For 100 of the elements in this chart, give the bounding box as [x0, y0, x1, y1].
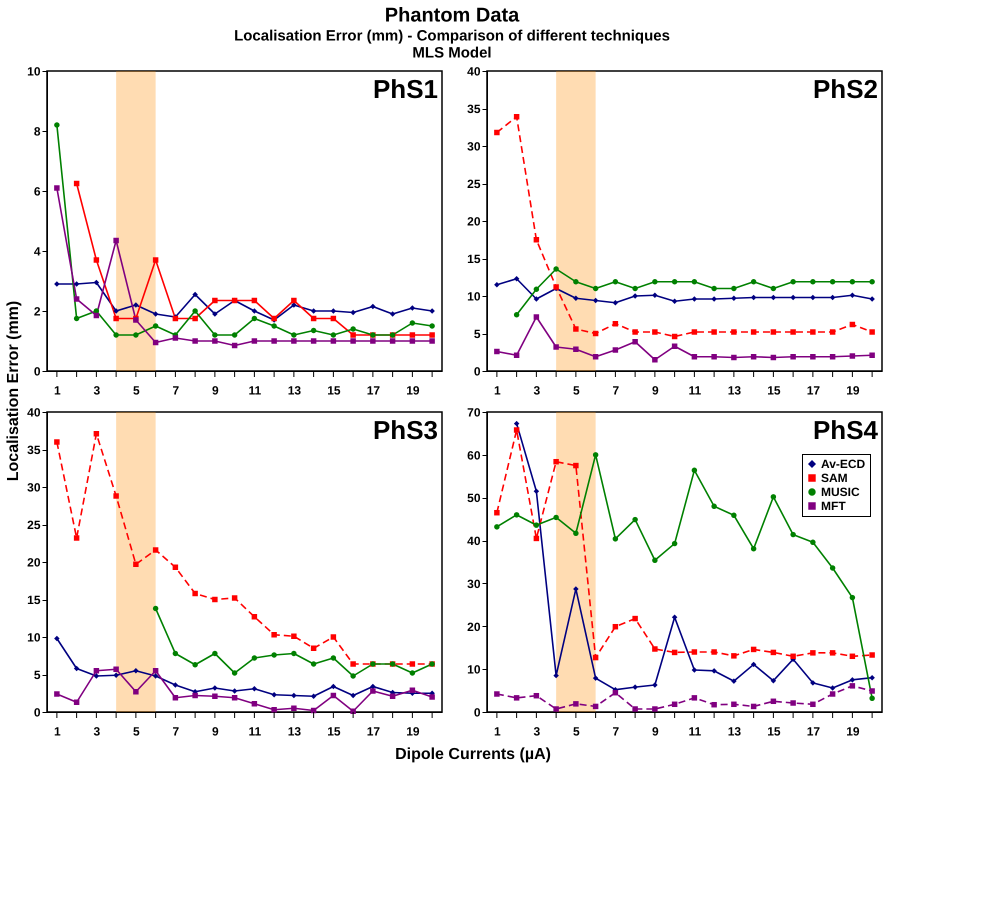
x-tick-label: 11	[688, 724, 702, 738]
point	[750, 546, 756, 552]
point	[652, 329, 658, 335]
point	[830, 685, 836, 691]
x-tick-label: 9	[212, 724, 220, 738]
point	[291, 634, 297, 639]
point	[790, 654, 796, 660]
point	[632, 339, 638, 344]
x-tick-label: 9	[652, 384, 660, 398]
point	[271, 692, 277, 698]
y-tick-label: 5	[474, 327, 481, 341]
y-tick-label: 35	[27, 443, 41, 457]
point	[692, 649, 698, 655]
y-tick-label: 10	[27, 64, 41, 78]
point	[869, 352, 875, 358]
point	[534, 314, 540, 320]
y-tick-label: 20	[467, 214, 481, 228]
x-tick-label: 11	[248, 384, 262, 398]
point	[133, 689, 139, 694]
point	[94, 431, 100, 436]
point	[74, 666, 80, 672]
point	[652, 279, 658, 284]
point	[770, 329, 776, 335]
point	[830, 650, 836, 656]
point	[869, 674, 875, 680]
point	[152, 673, 158, 679]
point	[370, 304, 376, 310]
point	[770, 678, 776, 684]
x-tick-label: 19	[406, 384, 420, 398]
point	[652, 706, 658, 712]
point	[592, 286, 598, 292]
point	[291, 332, 297, 338]
x-tick-label: 7	[612, 724, 620, 738]
point	[711, 504, 717, 510]
point	[494, 348, 500, 354]
point	[429, 332, 435, 338]
point	[74, 281, 80, 287]
point	[632, 293, 638, 299]
point	[271, 707, 277, 712]
y-tick-label: 0	[474, 364, 481, 378]
chart-title: Phantom Data	[384, 4, 520, 26]
point	[54, 691, 60, 697]
x-tick-label: 7	[612, 384, 620, 398]
point	[632, 684, 638, 690]
point	[172, 335, 178, 341]
point	[810, 329, 816, 335]
x-tick-label: 1	[54, 384, 62, 398]
point	[672, 650, 678, 656]
point	[534, 296, 540, 302]
y-tick-label: 20	[467, 620, 481, 634]
point	[494, 282, 500, 288]
y-tick-label: 5	[34, 668, 41, 682]
point	[74, 316, 80, 322]
legend-label: SAM	[821, 471, 848, 485]
point	[534, 488, 540, 494]
point	[672, 614, 678, 620]
point	[330, 338, 336, 344]
point	[310, 308, 316, 314]
point	[429, 338, 435, 344]
point	[850, 292, 856, 298]
point	[810, 540, 816, 546]
x-tick-label: 3	[94, 384, 101, 398]
annotation: PhS1	[372, 74, 438, 104]
point	[692, 279, 698, 284]
point	[711, 329, 717, 335]
x-tick-label: 15	[327, 724, 341, 738]
point	[612, 279, 618, 284]
point	[632, 616, 638, 622]
point	[770, 698, 776, 704]
point	[291, 692, 297, 698]
annotation: PhS4	[812, 415, 879, 445]
point	[271, 323, 277, 329]
x-tick-label: 7	[172, 384, 180, 398]
point	[252, 614, 258, 620]
x-tick-label: 17	[366, 724, 380, 738]
point	[133, 668, 139, 674]
point	[350, 708, 356, 714]
point	[350, 326, 356, 332]
point	[410, 661, 416, 667]
point	[410, 332, 416, 338]
x-tick-label: 11	[248, 724, 262, 738]
x-tick-label: 17	[366, 384, 380, 398]
point	[54, 185, 60, 191]
point	[232, 688, 238, 694]
point	[711, 702, 717, 708]
point	[592, 452, 598, 458]
point	[152, 340, 158, 346]
point	[291, 338, 297, 344]
x-tick-label: 3	[534, 384, 541, 398]
point	[152, 547, 158, 553]
point	[632, 706, 638, 712]
point	[731, 702, 737, 708]
point	[429, 308, 435, 314]
point	[750, 329, 756, 335]
point	[810, 354, 816, 360]
y-tick-label: 30	[467, 576, 481, 591]
x-tick-label: 13	[288, 724, 302, 738]
point	[192, 292, 198, 298]
y-tick-label: 30	[467, 140, 481, 154]
x-tick-label: 1	[54, 724, 62, 738]
